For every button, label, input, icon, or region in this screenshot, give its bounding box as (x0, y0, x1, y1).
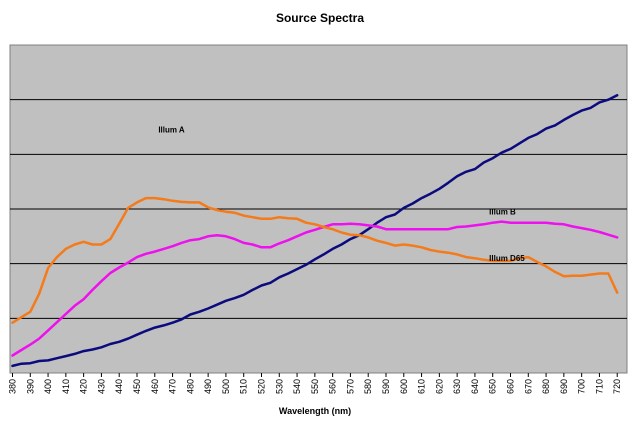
x-tick-label: 540 (292, 379, 302, 394)
x-tick-label: 620 (434, 379, 444, 394)
x-tick-label: 500 (221, 379, 231, 394)
x-tick-label: 700 (577, 379, 587, 394)
series-line-illum-b (11, 220, 619, 357)
x-tick-label: 490 (203, 379, 213, 394)
x-tick-label: 510 (239, 379, 249, 394)
x-tick-label: 670 (523, 379, 533, 394)
x-tick-label: 640 (470, 379, 480, 394)
x-tick-label: 550 (310, 379, 320, 394)
x-tick-label: 420 (79, 379, 89, 394)
x-axis: 380 390 400 410 420 430 440 450 460 470 480 490 500 5… (7, 373, 622, 394)
x-tick-label: 530 (274, 379, 284, 394)
x-tick-label: 430 (96, 379, 106, 394)
x-tick-label: 690 (559, 379, 569, 394)
x-tick-label: 400 (43, 379, 53, 394)
series-label-illum-b: Illum B (489, 207, 516, 216)
x-tick-label: 660 (506, 379, 516, 394)
x-tick-label: 710 (594, 379, 604, 394)
x-axis-label: Wavelength (nm) (279, 406, 351, 416)
chart-title: Source Spectra (276, 11, 364, 25)
x-tick-label: 650 (488, 379, 498, 394)
gridlines (10, 99, 627, 319)
x-tick-label: 390 (25, 379, 35, 394)
x-tick-label: 570 (345, 379, 355, 394)
x-tick-label: 720 (612, 379, 622, 394)
x-tick-label: 590 (381, 379, 391, 394)
x-tick-label: 460 (150, 379, 160, 394)
x-tick-label: 520 (256, 379, 266, 394)
x-tick-label: 470 (168, 379, 178, 394)
series-lines (11, 94, 619, 368)
x-tick-label: 450 (132, 379, 142, 394)
x-tick-label: 410 (61, 379, 71, 394)
x-tick-label: 680 (541, 379, 551, 394)
x-tick-label: 610 (417, 379, 427, 394)
series-labels: Illum A Illum B Illum D65 (158, 125, 525, 262)
series-label-illum-a: Illum A (158, 125, 185, 134)
x-tick-label: 480 (185, 379, 195, 394)
x-tick-label: 580 (363, 379, 373, 394)
series-line-illum-a (11, 94, 619, 368)
x-tick-label: 560 (328, 379, 338, 394)
x-tick-label: 600 (399, 379, 409, 394)
series-label-illum-d65: Illum D65 (489, 254, 525, 263)
x-tick-label: 630 (452, 379, 462, 394)
x-tick-label: 380 (7, 379, 17, 394)
series-line-illum-d65 (11, 196, 619, 324)
x-tick-label: 440 (114, 379, 124, 394)
